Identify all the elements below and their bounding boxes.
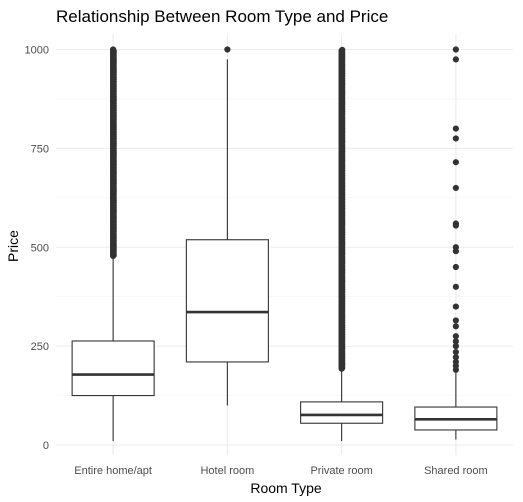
outlier-point: [339, 46, 346, 53]
outlier-point: [452, 333, 459, 340]
y-tick-label: 750: [31, 143, 49, 155]
y-tick-label: 1000: [25, 45, 49, 57]
outlier-point: [452, 338, 459, 345]
outlier-point: [452, 125, 459, 132]
x-axis-title: Room Type: [250, 480, 322, 496]
box-hotel-room: [185, 46, 269, 406]
outlier-point: [452, 244, 459, 251]
outlier-point: [452, 283, 459, 290]
x-axis-ticks: Entire home/apt Hotel room Private room Sha…: [74, 465, 487, 477]
iqr-box: [300, 401, 384, 424]
box-shared-room: [414, 46, 498, 440]
y-tick-label: 0: [43, 440, 49, 452]
outlier-point: [452, 184, 459, 192]
y-tick-label: 250: [31, 341, 49, 353]
chart-title: Relationship Between Room Type and Price: [56, 7, 388, 26]
outlier-point: [452, 56, 459, 63]
outlier-point: [452, 343, 459, 350]
outlier-point: [452, 323, 459, 330]
y-tick-label: 500: [31, 242, 49, 254]
x-tick-label: Entire home/apt: [74, 465, 152, 477]
outlier-point: [452, 354, 459, 361]
iqr-box: [71, 340, 155, 397]
x-tick-label: Shared room: [424, 465, 488, 477]
outlier-point: [452, 159, 459, 166]
y-axis-title: Price: [5, 230, 21, 262]
outlier-point: [110, 46, 117, 53]
outlier-point: [224, 46, 231, 53]
outlier-point: [452, 135, 459, 142]
outlier-point: [452, 303, 459, 310]
boxes: [71, 46, 498, 442]
outlier-point: [452, 220, 459, 227]
x-tick-label: Private room: [310, 465, 372, 477]
outlier-point: [452, 263, 459, 271]
iqr-box: [185, 239, 269, 363]
box-private-room: [300, 46, 384, 442]
outlier-point: [452, 358, 459, 366]
box-entire-home-apt: [71, 46, 155, 442]
outlier-point: [452, 317, 459, 324]
y-axis-ticks: 0 250 500 750 1000: [25, 45, 49, 453]
x-tick-label: Hotel room: [200, 465, 254, 477]
outlier-point: [452, 46, 459, 53]
outlier-point: [452, 348, 459, 356]
